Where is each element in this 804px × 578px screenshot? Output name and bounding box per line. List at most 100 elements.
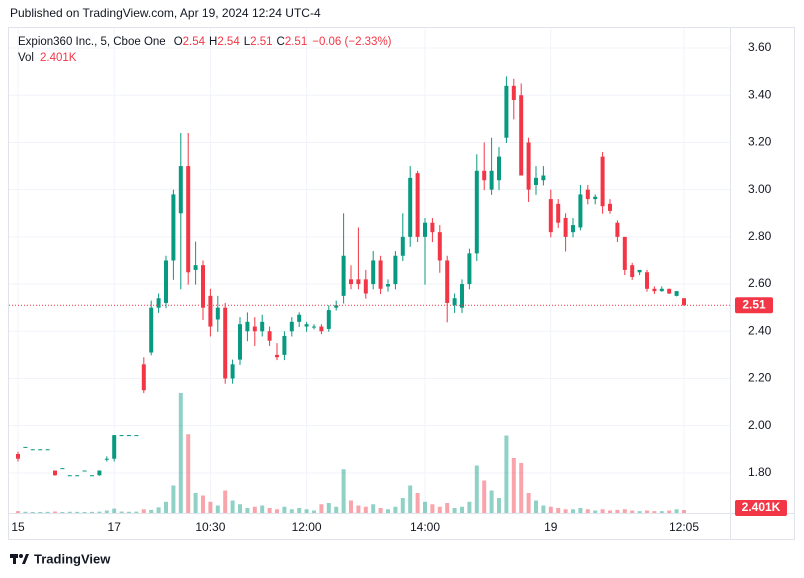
candle-body <box>356 279 361 285</box>
candle-body <box>408 177 413 237</box>
candle-body <box>238 324 242 360</box>
candle-body <box>90 475 94 477</box>
legend-row: Expion360 Inc., 5, Cboe One O2.54 H2.54 L2.… <box>18 36 392 48</box>
candle-body <box>563 217 568 237</box>
volume-bar <box>534 500 538 513</box>
volume-bar <box>423 501 427 513</box>
candle-body <box>201 265 205 308</box>
candle-body <box>659 288 664 292</box>
candle-body <box>548 199 553 233</box>
candle-body <box>149 307 154 353</box>
volume-bar <box>548 506 553 513</box>
candle-body <box>482 170 487 181</box>
volume-bar <box>637 511 642 513</box>
volume-bar <box>119 511 124 513</box>
volume-bar <box>460 506 464 513</box>
candle-body <box>645 272 649 289</box>
candle-body <box>526 142 531 190</box>
candle-body <box>630 265 635 277</box>
volume-bar <box>674 509 679 513</box>
volume-bar <box>23 511 28 513</box>
legend-key: C <box>277 36 285 48</box>
volume-bar <box>186 434 191 513</box>
y-tick-label: 3.20 <box>748 135 772 149</box>
candle-body <box>341 255 346 296</box>
x-tick-label: 17 <box>108 520 122 534</box>
candle-body <box>600 156 605 207</box>
candle-body <box>378 260 383 289</box>
volume-key: Vol <box>18 52 34 64</box>
candle-body <box>45 449 50 451</box>
y-tick-label: 3.00 <box>748 182 772 196</box>
volume-bar <box>630 510 635 513</box>
volume-bar <box>622 509 627 513</box>
candle-body <box>156 298 161 308</box>
volume-bar <box>526 493 531 513</box>
x-tick-label: 15 <box>11 520 25 534</box>
candle-body <box>578 194 583 228</box>
candle-body <box>497 156 501 181</box>
volume-bar <box>215 505 220 513</box>
volume-bar <box>156 507 161 513</box>
candle-body <box>467 253 472 285</box>
volume-tag-label: 2.401K <box>742 500 781 514</box>
candle-body <box>267 331 272 341</box>
y-tick-label: 3.60 <box>748 40 772 54</box>
candle-body <box>674 291 679 296</box>
volume-bar <box>208 501 213 513</box>
last-price-tag <box>735 297 773 314</box>
grid <box>9 28 730 513</box>
volume-bar <box>141 509 146 513</box>
volume-bar <box>45 511 50 513</box>
tradingview-logo <box>10 554 29 564</box>
volume-bar <box>585 509 590 513</box>
volume-bar <box>171 485 176 513</box>
candle-body <box>504 85 509 138</box>
volume-bar <box>238 504 242 513</box>
volume-bar <box>38 512 43 513</box>
y-tick-label: 1.80 <box>748 465 772 479</box>
candle-body <box>75 475 80 477</box>
volume-bar <box>319 504 324 513</box>
volume-bar <box>127 511 131 513</box>
x-tick-label: 14:00 <box>410 520 440 534</box>
volume-bar <box>467 501 472 513</box>
volume-bar <box>260 505 265 513</box>
candle-body <box>30 449 35 451</box>
volume-bar <box>75 511 80 513</box>
candle-body <box>349 279 353 285</box>
candle-body <box>445 260 450 303</box>
volume-bar <box>193 493 198 513</box>
volume-bar <box>178 393 183 513</box>
volume-bar <box>541 505 546 513</box>
candle-body <box>53 470 57 476</box>
volume-bar <box>556 508 561 513</box>
volume-bar <box>252 506 257 513</box>
candle-body <box>178 166 183 214</box>
candle-body <box>667 288 672 294</box>
legend-key: L <box>244 36 251 48</box>
volume-bar <box>134 511 139 513</box>
y-tick-label: 3.40 <box>748 87 772 101</box>
candle-body <box>60 468 65 470</box>
candle-body <box>208 295 213 327</box>
volume-bar <box>482 480 487 513</box>
candle-body <box>622 236 627 270</box>
volume-bar <box>415 493 420 513</box>
volume-bar <box>445 503 450 513</box>
volume-bar <box>659 511 664 513</box>
volume-bar <box>112 508 117 513</box>
candle-body <box>134 435 139 437</box>
volume-bar <box>297 508 302 513</box>
volume-bar <box>571 509 575 513</box>
candle-body <box>489 170 494 190</box>
candle-body <box>652 288 657 292</box>
y-tick-label: 2.60 <box>748 276 772 290</box>
candle-body <box>141 364 146 391</box>
y-tick-label: 2.00 <box>748 418 772 432</box>
candle-body <box>363 279 368 294</box>
volume-bar <box>164 501 168 513</box>
published-header: Published on TradingView.com, Apr 19, 20… <box>10 6 321 20</box>
volume-bar <box>341 469 346 513</box>
